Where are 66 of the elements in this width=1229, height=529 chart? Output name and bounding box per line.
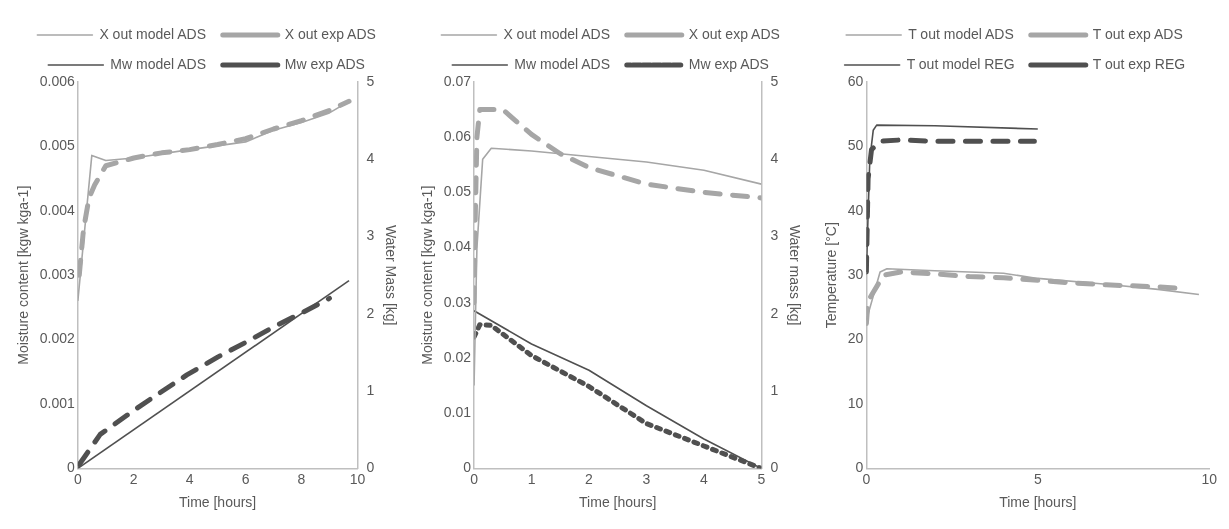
y2-tick-label: 0 xyxy=(366,459,375,476)
y-tick-label: 60 xyxy=(847,72,864,89)
x-axis-title: Time [hours] xyxy=(178,494,257,511)
y2-tick-label: 1 xyxy=(366,381,375,398)
y-tick-label: 10 xyxy=(847,394,864,411)
y-tick-label: 0.002 xyxy=(39,330,76,347)
y-tick-label: 0.07 xyxy=(443,72,472,89)
y2-axis-title: Water mass [kg] xyxy=(786,224,803,326)
y2-axis-title: Water Mass [kg] xyxy=(382,224,399,326)
x-tick-label: 6 xyxy=(241,470,250,487)
x-tick-label: 10 xyxy=(349,470,366,487)
x-tick-label: 2 xyxy=(129,470,138,487)
y2-tick-label: 3 xyxy=(366,227,375,244)
legend-label: Mw exp ADS xyxy=(284,55,365,72)
x-axis-title: Time [hours] xyxy=(579,494,657,511)
y-tick-label: 0.02 xyxy=(443,348,472,365)
x-tick-label: 3 xyxy=(642,470,651,487)
x-axis-title: Time [hours] xyxy=(999,494,1077,511)
y2-tick-label: 1 xyxy=(770,381,779,398)
y-tick-label: 0 xyxy=(463,459,472,476)
y2-tick-label: 4 xyxy=(770,150,779,167)
legend-label: Mw model ADS xyxy=(110,55,207,72)
y-tick-label: 0.06 xyxy=(443,128,472,145)
x-tick-label: 2 xyxy=(585,470,594,487)
legend-label: X out model ADS xyxy=(503,25,611,42)
y-axis-title: Moisture content [kgw kga-1] xyxy=(419,185,436,365)
legend-label: X out exp ADS xyxy=(688,25,780,42)
legend-label: T out exp ADS xyxy=(1092,25,1183,42)
x-tick-label: 8 xyxy=(297,470,306,487)
y2-tick-label: 2 xyxy=(366,304,375,321)
y2-tick-label: 4 xyxy=(366,150,375,167)
y-tick-label: 0 xyxy=(67,459,76,476)
y-tick-label: 0.004 xyxy=(39,201,76,218)
y-tick-label: 0.001 xyxy=(39,394,76,411)
y2-tick-label: 5 xyxy=(770,72,779,89)
x-tick-label: 5 xyxy=(1033,470,1042,487)
x-tick-label: 4 xyxy=(700,470,709,487)
y2-tick-label: 5 xyxy=(366,72,375,89)
y-tick-label: 0.005 xyxy=(39,137,76,154)
y2-tick-label: 3 xyxy=(770,227,779,244)
y-tick-label: 0.01 xyxy=(443,404,472,421)
x-tick-label: 10 xyxy=(1201,470,1218,487)
legend-label: Mw exp ADS xyxy=(688,55,769,72)
x-tick-label: 4 xyxy=(185,470,194,487)
legend-label: X out exp ADS xyxy=(284,25,376,42)
x-tick-label: 5 xyxy=(757,470,766,487)
y-tick-label: 0.003 xyxy=(39,266,76,283)
y-tick-label: 0.05 xyxy=(443,183,472,200)
y2-tick-label: 2 xyxy=(770,304,779,321)
y-tick-label: 0.006 xyxy=(39,72,76,89)
y-tick-label: 0.04 xyxy=(443,238,472,255)
y-axis-title: Temperature [°C] xyxy=(823,222,840,329)
legend-label: X out model ADS xyxy=(99,25,207,42)
y-tick-label: 20 xyxy=(847,330,864,347)
y-tick-label: 0 xyxy=(855,459,864,476)
y-tick-label: 50 xyxy=(847,137,864,154)
y-tick-label: 40 xyxy=(847,201,864,218)
x-tick-label: 1 xyxy=(527,470,536,487)
y-axis-title: Moisture content [kgw kga-1] xyxy=(15,185,32,365)
y-tick-label: 30 xyxy=(847,266,864,283)
legend-label: T out exp REG xyxy=(1092,55,1186,72)
legend-label: Mw model ADS xyxy=(514,55,611,72)
y-tick-label: 0.03 xyxy=(443,293,472,310)
legend-label: T out model ADS xyxy=(908,25,1014,42)
legend-label: T out model REG xyxy=(906,55,1015,72)
y2-tick-label: 0 xyxy=(770,459,779,476)
